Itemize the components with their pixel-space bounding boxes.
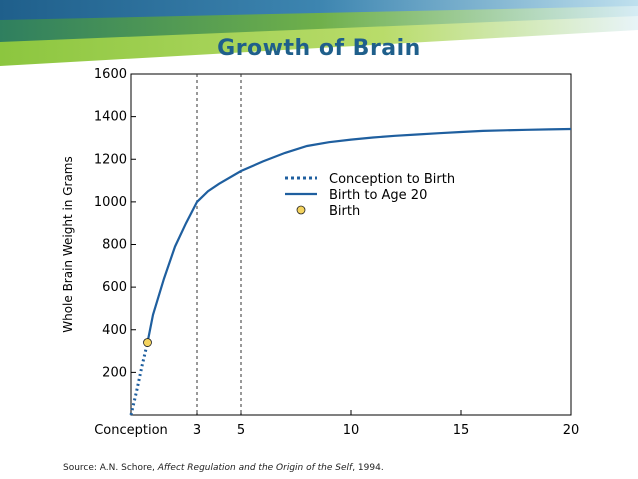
source-book: Affect Regulation and the Origin of the … [157, 463, 353, 473]
y-tick-label: 1000 [94, 195, 127, 210]
brain-growth-chart: 200 400 600 800 1000 1200 1400 1600 Conception 3 5… [61, 67, 580, 438]
birth-marker [143, 338, 152, 347]
x-tick-label: 15 [453, 423, 470, 438]
y-tick-label: 1400 [94, 110, 127, 125]
x-tick-label: 5 [237, 423, 245, 438]
y-tick-label: 200 [102, 365, 127, 380]
y-tick-label: 400 [102, 323, 127, 338]
series-line-birth-to-age-20 [146, 127, 572, 343]
y-tick-label: 1600 [94, 67, 127, 82]
legend-marker-birth [296, 205, 306, 215]
x-tick-label: 3 [193, 423, 201, 438]
legend-label: Birth to Age 20 [329, 188, 427, 203]
legend-label: Birth [329, 204, 360, 219]
y-axis-label: Whole Brain Weight in Grams [61, 156, 75, 333]
x-tick-label: 20 [563, 423, 580, 438]
source-citation: Source: A.N. Schore, Affect Regulation a… [63, 463, 384, 473]
y-tick-label: 600 [102, 280, 127, 295]
y-tick-label: 800 [102, 238, 127, 253]
banner-band-lime [0, 16, 638, 66]
legend-label: Conception to Birth [329, 172, 455, 187]
source-prefix: Source: A.N. Schore, [63, 463, 155, 473]
slide-title: Growth of Brain [217, 36, 421, 61]
header-banner [0, 0, 638, 66]
x-tick-label: Conception [94, 423, 168, 438]
x-tick-label: 10 [343, 423, 360, 438]
y-tick-label: 1200 [94, 152, 127, 167]
series-line-conception-to-birth [129, 342, 149, 416]
source-year: , 1994. [352, 463, 384, 473]
